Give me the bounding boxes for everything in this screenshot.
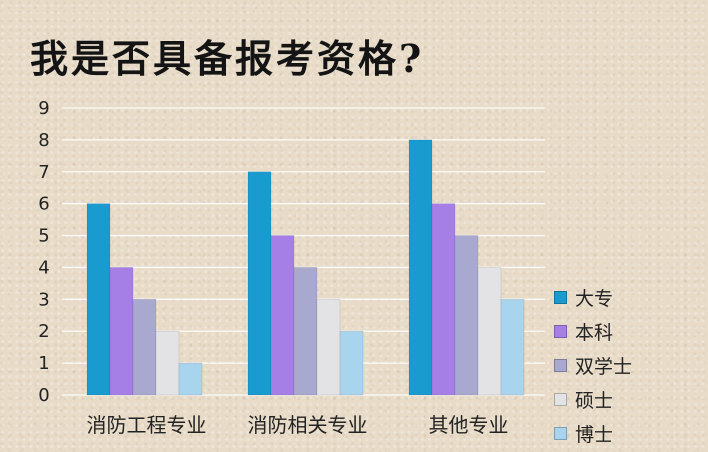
bar [132,299,157,396]
legend-item: 博士 [554,416,632,450]
legend-label: 大专 [575,287,614,310]
bar [270,235,295,396]
y-tick-label: 6 [38,194,49,215]
legend-label: 博士 [575,423,614,446]
bar [293,267,318,396]
bar [316,299,341,396]
y-tick-label: 1 [38,353,49,374]
chart-legend: 大专本科双学士硕士博士 [554,280,632,450]
legend-item: 本科 [554,314,632,348]
bar [109,267,134,396]
legend-label: 本科 [575,321,614,344]
chart-title: 我是否具备报考资格? [30,36,425,81]
bar [178,362,203,396]
y-tick-label: 2 [38,321,49,342]
bar [454,235,479,396]
legend-swatch [554,290,567,304]
legend-item: 硕士 [554,382,632,416]
bar [247,171,272,396]
legend-label: 双学士 [575,355,633,378]
y-tick-label: 5 [38,226,49,247]
y-tick-label: 8 [38,130,49,151]
x-category-label: 消防工程专业 [87,413,207,437]
bar [477,267,502,396]
y-tick-label: 4 [38,257,49,278]
legend-swatch [554,324,567,338]
legend-swatch [554,392,567,406]
bar [339,330,364,396]
x-category-label: 其他专业 [429,413,509,437]
bar [155,330,180,396]
y-tick-label: 3 [38,289,49,310]
y-tick-label: 7 [38,162,49,183]
legend-item: 双学士 [554,348,632,382]
legend-swatch [554,426,567,440]
legend-item: 大专 [554,280,632,314]
legend-swatch [554,358,567,372]
bar [408,139,433,396]
bar [500,299,525,396]
bar [431,203,456,396]
y-tick-label: 9 [38,98,49,119]
y-tick-label: 0 [38,385,49,406]
bar [86,203,111,396]
legend-label: 硕士 [575,389,614,412]
x-category-label: 消防相关专业 [248,413,368,437]
